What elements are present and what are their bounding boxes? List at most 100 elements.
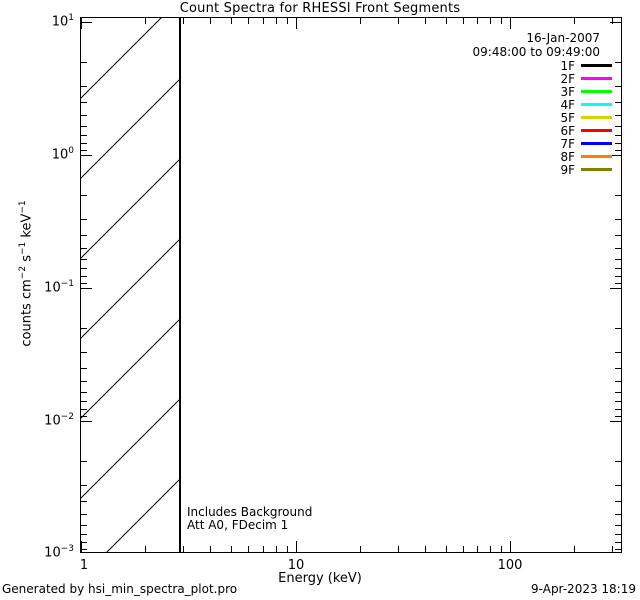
x-tick-top-major	[81, 18, 82, 29]
y-tick-right-minor	[615, 501, 621, 502]
legend-entry-5f[interactable]: 5F	[430, 111, 612, 125]
x-tick-minor	[425, 546, 426, 552]
y-tick-right-minor	[615, 143, 621, 144]
y-tick-minor	[81, 416, 87, 417]
legend-color-swatch	[581, 90, 612, 93]
x-tick-minor	[490, 546, 491, 552]
x-tick-label-100: 100	[497, 558, 523, 573]
x-tick-minor	[574, 546, 575, 552]
y-tick-minor	[81, 392, 87, 393]
y-tick-right-minor	[615, 219, 621, 220]
x-tick-top-minor	[263, 18, 264, 24]
y-tick-right-minor	[615, 126, 621, 127]
y-tick-minor	[81, 485, 87, 486]
y-tick-right-minor	[615, 461, 621, 462]
y-tick-right-minor	[615, 392, 621, 393]
y-tick-major	[81, 288, 92, 289]
x-tick-minor	[612, 546, 613, 552]
x-tick-major-100	[510, 541, 511, 552]
page-title: Count Spectra for RHESSI Front Segments	[179, 1, 461, 16]
x-tick-top-minor	[425, 18, 426, 24]
legend-entry-8f[interactable]: 8F	[430, 150, 612, 164]
legend-entry-3f[interactable]: 3F	[430, 85, 612, 99]
legend-entry-4f[interactable]: 4F	[430, 97, 612, 112]
y-tick-right-major	[610, 421, 621, 422]
y-tick-minor	[81, 126, 87, 127]
legend-time-range: 09:48:00 to 09:49:00	[472, 45, 600, 59]
y-tick-right-minor	[615, 102, 621, 103]
x-tick-minor	[248, 546, 249, 552]
legend-entry-7f[interactable]: 7F	[430, 137, 612, 151]
legend-entry-label: 6F	[560, 123, 575, 138]
x-tick-top-major	[296, 18, 297, 29]
y-tick-major	[81, 155, 92, 156]
legend-entry-9f[interactable]: 9F	[430, 162, 612, 177]
y-tick-right-major	[610, 22, 621, 23]
footer-generated-by: Generated by hsi_min_spectra_plot.pro	[2, 582, 238, 596]
x-tick-top-minor	[145, 18, 146, 24]
legend-color-swatch	[581, 77, 612, 80]
x-tick-top-minor	[287, 18, 288, 24]
annotation-includes-background: Includes Background	[187, 505, 313, 519]
y-tick-right-minor	[615, 328, 621, 329]
y-tick-minor	[81, 235, 87, 236]
y-tick-right-minor	[615, 368, 621, 369]
y-tick-right-minor	[615, 86, 621, 87]
legend-entry-1f[interactable]: 1F	[430, 59, 612, 73]
y-tick-right-minor	[615, 514, 621, 515]
footer-timestamp: 9-Apr-2023 18:19	[531, 582, 636, 596]
y-tick-label-1e0: 100	[51, 146, 74, 163]
x-tick-minor	[398, 546, 399, 552]
x-tick-top-minor	[360, 18, 361, 24]
y-tick-right-minor	[615, 485, 621, 486]
x-tick-minor	[463, 546, 464, 552]
x-tick-top-minor	[183, 18, 184, 24]
x-tick-minor	[477, 546, 478, 552]
legend-entry-2f[interactable]: 2F	[430, 72, 612, 86]
x-tick-top-major	[510, 18, 511, 29]
x-tick-top-minor	[248, 18, 249, 24]
y-tick-minor	[81, 102, 87, 103]
plot-area: Includes Background Att A0, FDecim 1	[80, 17, 622, 553]
y-tick-minor	[81, 150, 87, 151]
legend-color-swatch	[581, 64, 612, 67]
y-tick-minor	[81, 115, 87, 116]
y-tick-right-minor	[615, 115, 621, 116]
y-tick-right-minor	[615, 542, 621, 543]
x-tick-minor	[276, 546, 277, 552]
y-tick-minor	[81, 259, 87, 260]
y-tick-minor	[81, 381, 87, 382]
x-tick-minor	[145, 546, 146, 552]
y-tick-minor	[81, 276, 87, 277]
x-tick-top-minor	[477, 18, 478, 24]
y-tick-right-major	[610, 155, 621, 156]
y-tick-minor	[81, 328, 87, 329]
x-tick-minor	[231, 546, 232, 552]
y-axis-title: counts cm−2 s−1 keV−1	[18, 200, 35, 347]
y-tick-right-minor	[615, 381, 621, 382]
x-tick-top-minor	[398, 18, 399, 24]
y-tick-right-major	[610, 288, 621, 289]
legend-color-swatch	[581, 168, 612, 171]
y-tick-minor	[81, 352, 87, 353]
y-tick-minor	[81, 549, 87, 550]
legend-entry-label: 4F	[560, 97, 575, 112]
y-tick-right-minor	[615, 401, 621, 402]
y-tick-right-minor	[615, 259, 621, 260]
annotation-attenuator: Att A0, FDecim 1	[187, 518, 289, 532]
legend-entry-label: 9F	[560, 162, 575, 177]
legend-color-swatch	[581, 129, 612, 132]
y-tick-right-minor	[615, 248, 621, 249]
y-tick-label-1e-3: 10−3	[44, 544, 74, 561]
x-tick-minor	[210, 546, 211, 552]
legend-entry-6f[interactable]: 6F	[430, 123, 612, 138]
y-tick-label-1e-2: 10−2	[44, 412, 74, 429]
x-tick-top-minor	[463, 18, 464, 24]
y-tick-right-minor	[615, 235, 621, 236]
y-tick-minor	[81, 368, 87, 369]
y-tick-minor	[81, 542, 87, 543]
y-tick-right-minor	[615, 195, 621, 196]
y-tick-major	[81, 22, 92, 23]
x-tick-top-minor	[574, 18, 575, 24]
